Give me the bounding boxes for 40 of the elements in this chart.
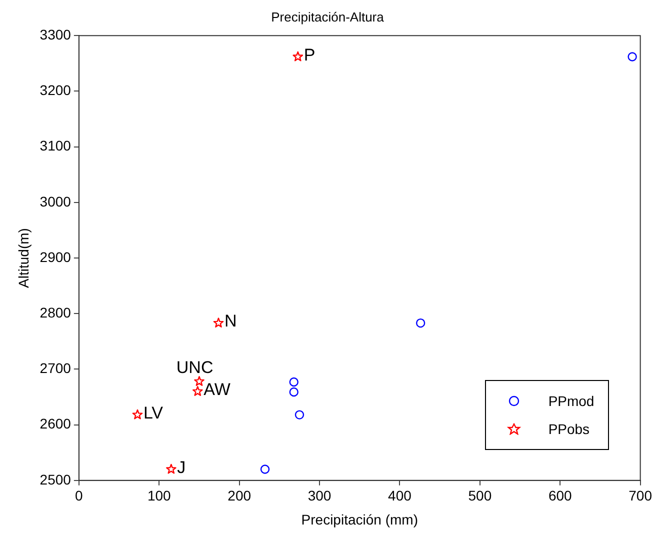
point bbox=[194, 376, 204, 386]
point bbox=[213, 318, 224, 328]
x-axis-title: Precipitación (mm) bbox=[301, 511, 418, 528]
x-tick-label: 300 bbox=[308, 488, 332, 504]
x-tick-label: 100 bbox=[147, 488, 172, 504]
y-tick-label: 3100 bbox=[40, 138, 72, 154]
annotation: P bbox=[304, 45, 316, 64]
y-tick-label: 3000 bbox=[40, 193, 72, 210]
y-tick-label: 3300 bbox=[40, 26, 72, 42]
legend-label: PPmod bbox=[548, 393, 594, 410]
annotation: AW bbox=[204, 380, 230, 400]
y-tick-label: 2500 bbox=[40, 471, 72, 488]
point bbox=[292, 51, 304, 62]
y-tick-label: 2600 bbox=[40, 416, 72, 432]
y-tick-label: 2800 bbox=[40, 304, 72, 320]
chart-title: Precipitación-Altura bbox=[271, 9, 385, 24]
point bbox=[166, 464, 176, 474]
point bbox=[628, 52, 637, 62]
point bbox=[294, 410, 304, 420]
y-tick-label: 2700 bbox=[40, 360, 72, 376]
point bbox=[260, 464, 270, 474]
point bbox=[289, 387, 298, 397]
x-tick-label: 0 bbox=[75, 488, 84, 504]
x-tick-label: 200 bbox=[228, 488, 252, 504]
point bbox=[416, 318, 426, 328]
x-tick-label: 700 bbox=[628, 488, 652, 504]
y-tick-label: 2900 bbox=[40, 248, 72, 265]
annotation: N bbox=[224, 312, 237, 331]
annotation: J bbox=[177, 458, 186, 477]
x-tick-label: 600 bbox=[548, 488, 572, 504]
legend-label: PPobs bbox=[548, 421, 590, 438]
point bbox=[192, 386, 203, 396]
annotation: UNC bbox=[176, 358, 214, 378]
y-axis-title: Altitud(m) bbox=[15, 228, 32, 288]
annotation: LV bbox=[143, 403, 164, 422]
x-tick-label: 500 bbox=[468, 488, 492, 504]
y-tick-label: 3200 bbox=[40, 82, 72, 98]
point bbox=[132, 409, 143, 420]
point bbox=[289, 377, 298, 387]
x-tick-label: 400 bbox=[388, 488, 412, 504]
